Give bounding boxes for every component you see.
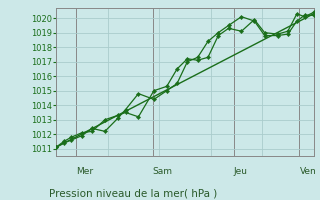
Text: Ven: Ven — [300, 167, 316, 176]
Text: Mer: Mer — [76, 167, 93, 176]
Text: Jeu: Jeu — [234, 167, 248, 176]
Text: Pression niveau de la mer( hPa ): Pression niveau de la mer( hPa ) — [49, 188, 217, 198]
Text: Sam: Sam — [153, 167, 172, 176]
